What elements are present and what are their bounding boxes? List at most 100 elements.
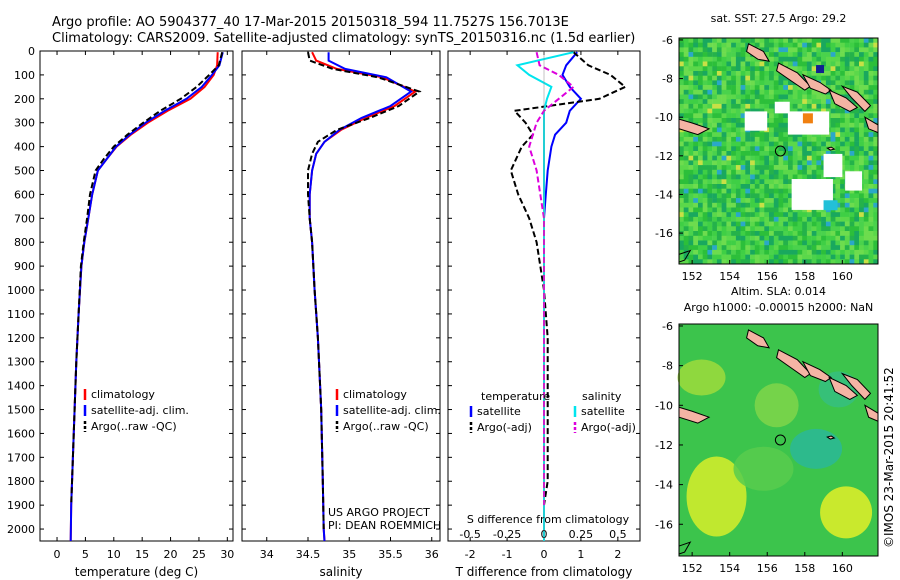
sst-cell bbox=[712, 85, 718, 91]
sst-cell bbox=[679, 42, 684, 48]
sst-cell bbox=[688, 108, 694, 114]
sst-cell bbox=[778, 160, 784, 166]
sst-cell bbox=[873, 80, 879, 86]
sst-cell bbox=[721, 231, 727, 236]
sst-cell bbox=[806, 103, 812, 109]
sst-cell bbox=[849, 221, 855, 227]
sst-cell bbox=[764, 202, 770, 208]
sla-anomaly bbox=[820, 486, 873, 539]
sst-cell bbox=[759, 42, 765, 48]
sst-cell bbox=[688, 113, 694, 119]
sst-cell bbox=[740, 184, 746, 189]
sst-cell bbox=[835, 221, 841, 227]
sst-cell bbox=[863, 61, 869, 67]
sst-cell bbox=[783, 146, 789, 152]
sst-cell bbox=[783, 198, 789, 204]
sst-cell bbox=[868, 179, 874, 185]
sst-cell bbox=[745, 71, 751, 76]
sst-cell bbox=[759, 231, 765, 236]
sst-cell bbox=[849, 113, 855, 119]
sst-cell bbox=[859, 118, 864, 123]
sst-cell bbox=[778, 259, 784, 265]
sst-cell bbox=[835, 184, 841, 189]
sst-cell bbox=[735, 118, 741, 123]
sst-cell bbox=[811, 38, 817, 43]
sst-cell bbox=[726, 99, 732, 105]
ytick-label: 400 bbox=[14, 141, 35, 154]
sst-cell bbox=[731, 118, 737, 123]
sst-cell bbox=[745, 52, 751, 58]
sst-cell bbox=[750, 226, 756, 232]
sst-cell bbox=[712, 160, 718, 166]
sst-cell bbox=[788, 47, 793, 53]
sst-cell bbox=[764, 146, 770, 152]
sst-cell bbox=[688, 103, 694, 109]
sst-cell bbox=[868, 216, 874, 222]
sst-cell bbox=[712, 207, 718, 213]
sst-cell bbox=[778, 155, 784, 161]
sst-cell bbox=[735, 188, 741, 194]
sst-cell bbox=[716, 127, 722, 133]
sst-cell bbox=[868, 198, 874, 204]
map-xtick-label: 160 bbox=[832, 562, 853, 575]
sst-cell bbox=[797, 94, 803, 100]
sst-cell bbox=[773, 127, 779, 133]
sst-cell bbox=[721, 94, 727, 100]
header-line-1: Argo profile: AO 5904377_40 17-Mar-2015 … bbox=[52, 15, 569, 30]
sst-cell bbox=[840, 127, 846, 133]
sst-cell bbox=[679, 254, 684, 260]
sst-cell bbox=[693, 75, 699, 81]
sst-cell bbox=[849, 118, 855, 123]
sst-cell bbox=[769, 174, 774, 180]
sst-cell bbox=[863, 94, 869, 100]
sst-cell bbox=[835, 122, 841, 128]
sst-cell bbox=[835, 56, 841, 62]
sst-cell bbox=[740, 207, 746, 213]
sst-cell bbox=[745, 89, 751, 95]
sst-cell bbox=[816, 42, 822, 48]
sst-cell bbox=[844, 202, 850, 208]
sst-cell bbox=[792, 221, 798, 227]
sst-cell bbox=[821, 151, 827, 156]
sst-cell bbox=[873, 103, 879, 109]
sst-cell bbox=[802, 216, 808, 222]
sst-cell bbox=[683, 42, 689, 48]
sst-cell bbox=[783, 132, 789, 138]
sst-cell bbox=[788, 179, 793, 185]
sst-cell bbox=[773, 245, 779, 251]
sst-cell bbox=[811, 259, 817, 265]
sst-cell bbox=[806, 245, 812, 251]
sst-cell bbox=[745, 56, 751, 62]
sst-cell bbox=[759, 240, 765, 246]
sst-cell bbox=[721, 245, 727, 251]
sst-cell bbox=[769, 245, 774, 251]
sst-cell bbox=[707, 42, 713, 48]
sst-pixel bbox=[823, 200, 838, 211]
sst-cell bbox=[844, 207, 850, 213]
sst-cell bbox=[840, 132, 846, 138]
sst-cell bbox=[806, 108, 812, 114]
sst-cell bbox=[764, 151, 770, 156]
sst-cell bbox=[740, 151, 746, 156]
sst-cell bbox=[806, 169, 812, 175]
sst-cell bbox=[873, 249, 879, 255]
sst-cell bbox=[688, 179, 694, 185]
sst-cell bbox=[854, 61, 860, 67]
sst-cell bbox=[740, 169, 746, 175]
sst-cell bbox=[849, 146, 855, 152]
sst-cell bbox=[859, 89, 864, 95]
sst-cell bbox=[688, 235, 694, 241]
sst-cell bbox=[707, 132, 713, 138]
sst-cell bbox=[712, 38, 718, 43]
sst-cell bbox=[802, 94, 808, 100]
coast-fragment bbox=[678, 406, 711, 424]
sst-cell bbox=[797, 132, 803, 138]
ytick-label: 1900 bbox=[7, 499, 35, 512]
sst-cell bbox=[693, 221, 699, 227]
sst-cell bbox=[731, 249, 737, 255]
sst-cell bbox=[859, 61, 864, 67]
sst-cell bbox=[726, 141, 732, 147]
sst-cell bbox=[788, 94, 793, 100]
sst-cell bbox=[788, 198, 793, 204]
